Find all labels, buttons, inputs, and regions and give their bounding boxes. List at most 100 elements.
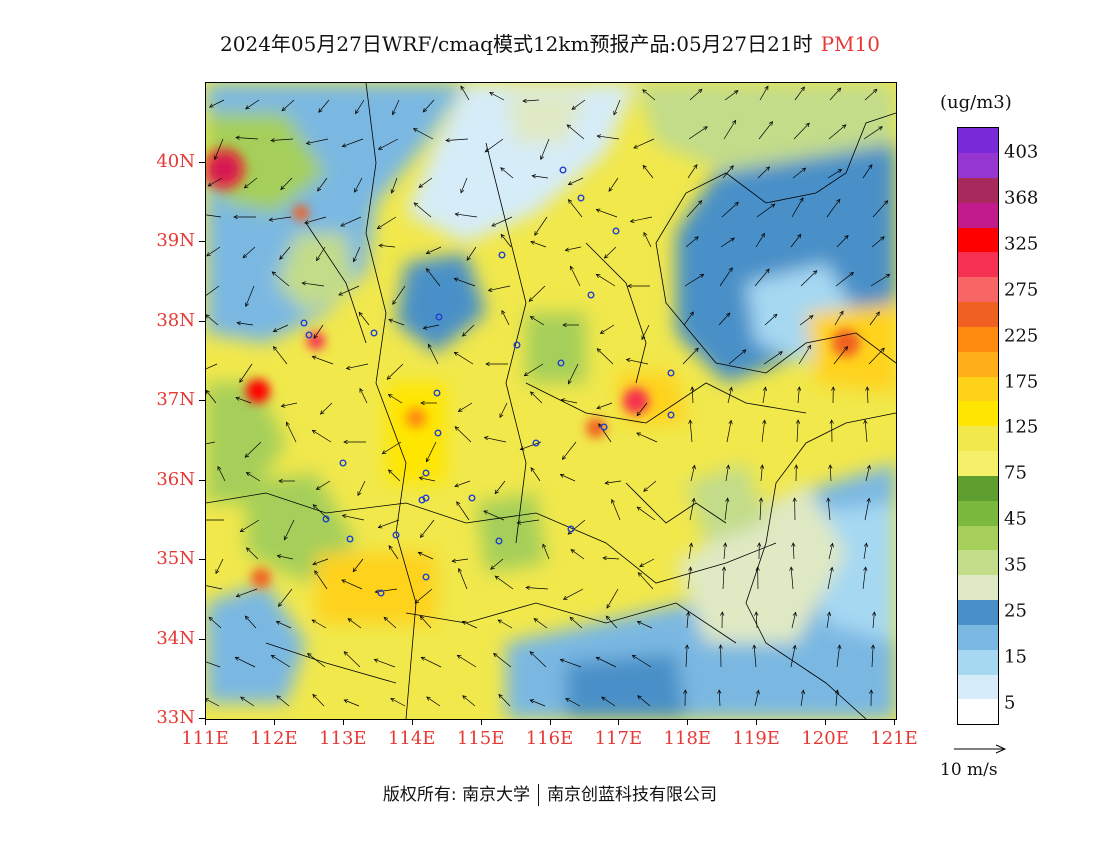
legend-swatch bbox=[958, 128, 998, 153]
wind-arrow-head bbox=[390, 698, 395, 702]
wind-arrow-head bbox=[755, 689, 760, 695]
wind-arrow bbox=[643, 232, 652, 248]
wind-arrow bbox=[685, 645, 688, 668]
lon-tick bbox=[894, 719, 895, 725]
city-marker bbox=[513, 341, 521, 349]
wind-arrow-head bbox=[427, 343, 432, 349]
legend-swatch bbox=[958, 326, 998, 352]
hotspot bbox=[586, 418, 606, 438]
wind-arrow bbox=[497, 619, 513, 629]
wind-arrow bbox=[870, 274, 890, 287]
wind-arrow bbox=[392, 285, 406, 305]
wind-arrow-head bbox=[311, 355, 317, 360]
wind-arrow-head bbox=[285, 421, 290, 427]
wind-arrow-head bbox=[529, 699, 535, 704]
wind-arrow bbox=[206, 441, 216, 445]
wind-arrow-head bbox=[270, 654, 276, 659]
wind-arrow bbox=[866, 387, 869, 404]
wind-arrow-head bbox=[387, 394, 393, 399]
wind-arrow-head bbox=[466, 256, 471, 261]
wind-arrow-head bbox=[317, 186, 322, 192]
wind-arrow bbox=[611, 499, 621, 521]
wind-arrow bbox=[316, 480, 331, 490]
wind-arrow-head bbox=[497, 619, 503, 624]
wind-arrow-head bbox=[278, 478, 283, 484]
wind-arrow bbox=[342, 138, 364, 147]
wind-arrow bbox=[530, 391, 543, 404]
wind-arrow-head bbox=[485, 361, 490, 367]
wind-arrow-head bbox=[275, 620, 281, 625]
wind-arrow bbox=[353, 246, 361, 262]
wind-arrow-head bbox=[690, 386, 695, 391]
wind-arrow bbox=[792, 543, 795, 560]
wind-arrow bbox=[208, 617, 222, 629]
wind-arrow-head bbox=[791, 542, 796, 547]
wind-arrow-head bbox=[487, 287, 493, 292]
wind-arrow bbox=[687, 164, 698, 179]
wind-arrow bbox=[214, 138, 224, 160]
wind-arrow-head bbox=[233, 214, 238, 220]
wind-arrow bbox=[869, 311, 880, 326]
wind-arrow bbox=[419, 477, 436, 482]
lat-tick bbox=[199, 638, 205, 640]
wind-arrow-head bbox=[445, 138, 450, 143]
wind-arrow bbox=[279, 246, 291, 260]
wind-arrow-head bbox=[422, 107, 428, 113]
wind-arrow-head bbox=[801, 167, 807, 172]
city-marker bbox=[667, 369, 675, 377]
city-marker bbox=[557, 359, 565, 367]
wind-arrow-head bbox=[453, 277, 459, 282]
wind-arrow bbox=[723, 120, 736, 140]
wind-arrow bbox=[306, 138, 329, 144]
wind-arrow-head bbox=[207, 182, 213, 187]
wind-arrow-head bbox=[870, 644, 876, 649]
hotspot-layer bbox=[206, 147, 860, 588]
wind-arrow bbox=[560, 659, 582, 668]
wind-arrow bbox=[414, 588, 433, 604]
wind-arrow-head bbox=[885, 273, 891, 278]
wind-arrow bbox=[597, 135, 620, 140]
wind-arrow-head bbox=[797, 233, 802, 239]
wind-arrow-head bbox=[530, 467, 535, 472]
wind-arrow bbox=[689, 498, 695, 521]
province-boundary bbox=[305, 222, 367, 344]
wind-arrow bbox=[286, 422, 297, 443]
field-region bbox=[476, 493, 546, 573]
wind-arrow-head bbox=[564, 247, 570, 252]
wind-arrow-head bbox=[417, 551, 423, 556]
wind-arrow-head bbox=[483, 436, 489, 441]
wind-arrow-head bbox=[866, 497, 871, 503]
wind-arrow bbox=[458, 568, 468, 590]
wind-arrow bbox=[382, 441, 402, 454]
wind-arrow-head bbox=[826, 497, 831, 502]
wind-arrow-head bbox=[234, 656, 240, 661]
field-region bbox=[566, 653, 686, 719]
wind-arrow-head bbox=[866, 464, 871, 470]
wind-arrow bbox=[304, 216, 327, 224]
wind-arrow bbox=[320, 402, 333, 415]
wind-arrow-head bbox=[454, 426, 460, 431]
wind-arrow-head bbox=[516, 520, 522, 525]
wind-arrow-head bbox=[235, 396, 240, 401]
wind-arrow-head bbox=[762, 386, 768, 392]
field-region bbox=[386, 383, 446, 483]
wind-arrow-head bbox=[566, 124, 572, 129]
wind-arrow bbox=[246, 472, 261, 482]
city-marker bbox=[305, 331, 313, 339]
wind-arrow bbox=[792, 167, 806, 179]
wind-arrow-head bbox=[422, 325, 428, 330]
wind-arrow-head bbox=[878, 126, 883, 131]
wind-arrow-head bbox=[757, 542, 762, 547]
wind-arrow bbox=[835, 272, 854, 287]
wind-arrow bbox=[568, 363, 579, 384]
legend-label: 275 bbox=[1004, 279, 1039, 301]
wind-arrow-head bbox=[245, 302, 250, 308]
color-legend bbox=[957, 127, 999, 725]
wind-arrow-head bbox=[729, 165, 734, 170]
wind-arrow-head bbox=[276, 695, 281, 700]
wind-arrow bbox=[206, 698, 220, 707]
wind-arrow-head bbox=[347, 618, 353, 623]
lat-tick bbox=[199, 241, 205, 242]
wind-arrow bbox=[600, 324, 615, 334]
wind-arrow bbox=[488, 285, 511, 291]
